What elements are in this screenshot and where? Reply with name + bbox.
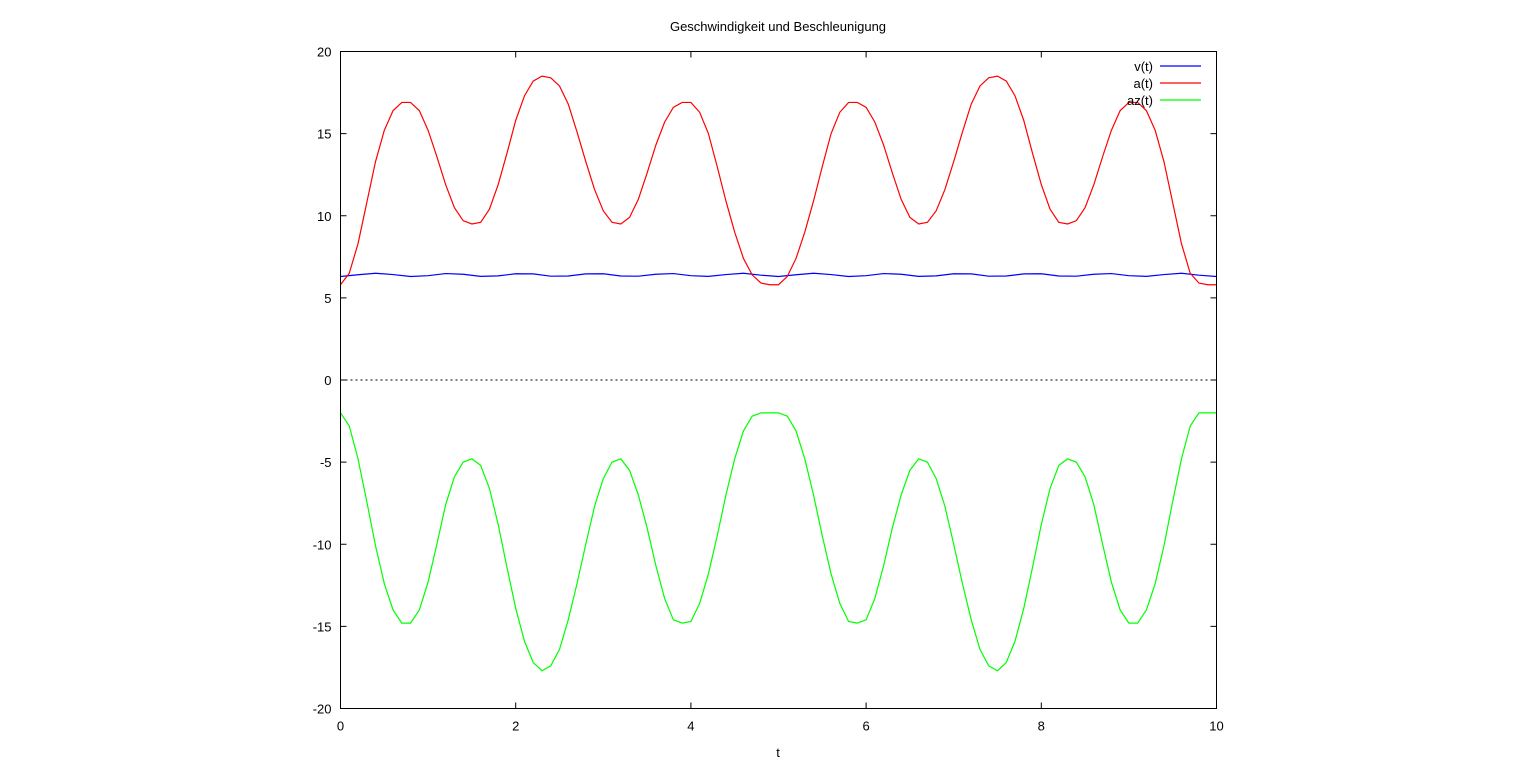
y-tick-label: 10 bbox=[317, 209, 331, 224]
x-tick-label: 6 bbox=[862, 719, 869, 734]
x-tick-label: 8 bbox=[1038, 719, 1045, 734]
plot-series bbox=[340, 75, 1217, 672]
x-tick-label: 4 bbox=[687, 719, 694, 734]
legend-label: v(t) bbox=[1134, 59, 1153, 74]
y-tick-label: 0 bbox=[324, 373, 331, 388]
x-tick-label: 0 bbox=[337, 719, 344, 734]
chart-title: Geschwindigkeit und Beschleunigung bbox=[670, 19, 886, 34]
y-tick-label: 20 bbox=[317, 45, 331, 60]
axis-ticks: 0 2 4 6 8 10 -20 -15 -10 -5 0 5 10 15 20 bbox=[313, 45, 1224, 734]
y-tick-label: 5 bbox=[324, 291, 331, 306]
x-axis-label: t bbox=[776, 745, 780, 760]
series-line-2 bbox=[340, 412, 1217, 672]
series-line-1 bbox=[340, 75, 1217, 286]
y-tick-label: -20 bbox=[313, 702, 332, 717]
y-tick-label: -15 bbox=[313, 619, 332, 634]
series-line-0 bbox=[340, 272, 1217, 278]
legend-label: az(t) bbox=[1127, 93, 1153, 108]
legend: v(t) a(t) az(t) bbox=[1127, 59, 1201, 108]
x-tick-label: 2 bbox=[512, 719, 519, 734]
plot-frame bbox=[340, 51, 1217, 709]
y-tick-label: 15 bbox=[317, 127, 331, 142]
x-tick-label: 10 bbox=[1209, 719, 1223, 734]
y-tick-label: -5 bbox=[320, 455, 332, 470]
legend-label: a(t) bbox=[1134, 76, 1154, 91]
y-tick-label: -10 bbox=[313, 537, 332, 552]
